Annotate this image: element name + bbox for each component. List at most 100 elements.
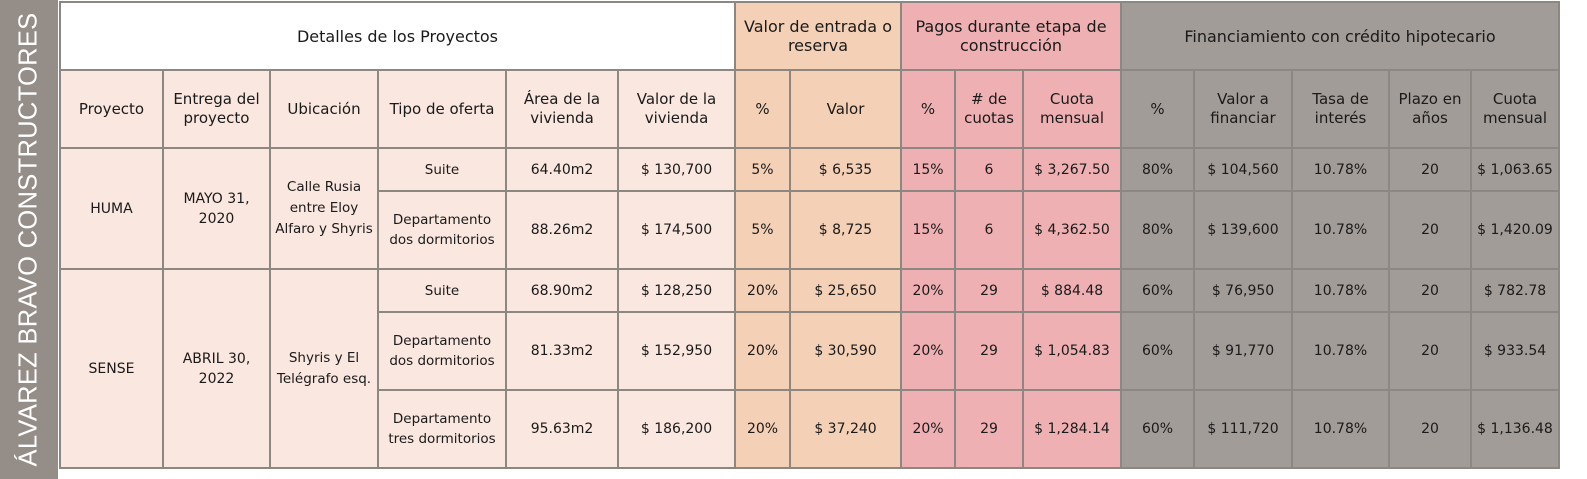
project-delivery: ABRIL 30, 2022 xyxy=(162,268,271,469)
financing-value: $ 104,560 xyxy=(1193,147,1293,192)
unit-area: 88.26m2 xyxy=(505,190,619,270)
financing-value: $ 76,950 xyxy=(1193,268,1293,313)
col-header-valor-vivienda: Valor de la vivienda xyxy=(617,69,736,149)
entry-pct: 5% xyxy=(734,147,791,192)
offer-type: Departamento tres dormitorios xyxy=(377,389,507,469)
entry-pct: 20% xyxy=(734,268,791,313)
unit-area: 68.90m2 xyxy=(505,268,619,313)
financing-monthly: $ 933.54 xyxy=(1470,311,1560,391)
unit-area: 95.63m2 xyxy=(505,389,619,469)
financing-rate: 10.78% xyxy=(1291,147,1390,192)
payment-count: 29 xyxy=(954,268,1024,313)
col-header-pay-cuotas: # de cuotas xyxy=(954,69,1024,149)
entry-value: $ 8,725 xyxy=(789,190,902,270)
financing-rate: 10.78% xyxy=(1291,389,1390,469)
financing-value: $ 111,720 xyxy=(1193,389,1293,469)
entry-value: $ 25,650 xyxy=(789,268,902,313)
payment-pct: 20% xyxy=(900,389,956,469)
table-row: HUMA MAYO 31, 2020 Calle Rusia entre Elo… xyxy=(59,147,1560,270)
financing-value: $ 139,600 xyxy=(1193,190,1293,270)
group-header-payments: Pagos durante etapa de construcción xyxy=(900,1,1122,71)
financing-term: 20 xyxy=(1388,147,1472,192)
payment-count: 29 xyxy=(954,311,1024,391)
projects-pricing-table: Detalles de los Proyectos Valor de entra… xyxy=(59,1,1560,469)
col-header-proyecto: Proyecto xyxy=(59,69,164,149)
financing-term: 20 xyxy=(1388,268,1472,313)
entry-value: $ 6,535 xyxy=(789,147,902,192)
entry-value: $ 30,590 xyxy=(789,311,902,391)
col-header-pay-pct: % xyxy=(900,69,956,149)
payment-pct: 15% xyxy=(900,190,956,270)
unit-value: $ 174,500 xyxy=(617,190,736,270)
offer-type: Suite xyxy=(377,268,507,313)
table-row: Departamento tres dormitorios 95.63m2 $ … xyxy=(60,389,1560,469)
table-row: Departamento dos dormitorios 88.26m2 $ 1… xyxy=(60,190,1560,270)
unit-value: $ 130,700 xyxy=(617,147,736,192)
financing-monthly: $ 1,136.48 xyxy=(1470,389,1560,469)
payment-monthly: $ 1,054.83 xyxy=(1022,311,1122,391)
unit-area: 81.33m2 xyxy=(505,311,619,391)
financing-term: 20 xyxy=(1388,311,1472,391)
financing-pct: 80% xyxy=(1120,147,1195,192)
entry-pct: 20% xyxy=(734,389,791,469)
financing-monthly: $ 782.78 xyxy=(1470,268,1560,313)
col-header-fin-cuota: Cuota mensual xyxy=(1470,69,1560,149)
financing-pct: 60% xyxy=(1120,389,1195,469)
entry-pct: 5% xyxy=(734,190,791,270)
payment-pct: 20% xyxy=(900,268,956,313)
payment-monthly: $ 3,267.50 xyxy=(1022,147,1122,192)
offer-type: Suite xyxy=(377,147,507,192)
project-name: HUMA xyxy=(59,147,164,270)
col-header-tipo: Tipo de oferta xyxy=(377,69,507,149)
financing-term: 20 xyxy=(1388,389,1472,469)
financing-monthly: $ 1,420.09 xyxy=(1470,190,1560,270)
unit-area: 64.40m2 xyxy=(505,147,619,192)
payment-count: 29 xyxy=(954,389,1024,469)
financing-pct: 80% xyxy=(1120,190,1195,270)
group-header-details: Detalles de los Proyectos xyxy=(59,1,736,71)
project-location: Calle Rusia entre Eloy Alfaro y Shyris xyxy=(269,147,379,270)
financing-monthly: $ 1,063.65 xyxy=(1470,147,1560,192)
payment-monthly: $ 4,362.50 xyxy=(1022,190,1122,270)
financing-rate: 10.78% xyxy=(1291,268,1390,313)
col-header-entry-pct: % xyxy=(734,69,791,149)
financing-rate: 10.78% xyxy=(1291,190,1390,270)
financing-pct: 60% xyxy=(1120,268,1195,313)
financing-rate: 10.78% xyxy=(1291,311,1390,391)
col-header-fin-pct: % xyxy=(1120,69,1195,149)
payment-pct: 15% xyxy=(900,147,956,192)
col-header-fin-valor: Valor a financiar xyxy=(1193,69,1293,149)
col-header-area: Área de la vivienda xyxy=(505,69,619,149)
col-header-ubicacion: Ubicación xyxy=(269,69,379,149)
col-header-pay-cuota: Cuota mensual xyxy=(1022,69,1122,149)
financing-term: 20 xyxy=(1388,190,1472,270)
payment-count: 6 xyxy=(954,190,1024,270)
payment-count: 6 xyxy=(954,147,1024,192)
entry-value: $ 37,240 xyxy=(789,389,902,469)
col-header-fin-plazo: Plazo en años xyxy=(1388,69,1472,149)
entry-pct: 20% xyxy=(734,311,791,391)
payment-monthly: $ 1,284.14 xyxy=(1022,389,1122,469)
group-header-entry: Valor de entrada o reserva xyxy=(734,1,902,71)
payment-pct: 20% xyxy=(900,311,956,391)
offer-type: Departamento dos dormitorios xyxy=(377,311,507,391)
unit-value: $ 152,950 xyxy=(617,311,736,391)
unit-value: $ 186,200 xyxy=(617,389,736,469)
company-side-banner: ÁLVAREZ BRAVO CONSTRUCTORES xyxy=(0,0,58,479)
company-name: ÁLVAREZ BRAVO CONSTRUCTORES xyxy=(14,12,43,467)
financing-value: $ 91,770 xyxy=(1193,311,1293,391)
col-header-entry-valor: Valor xyxy=(789,69,902,149)
table-row: Departamento dos dormitorios 81.33m2 $ 1… xyxy=(60,311,1560,391)
group-header-financing: Financiamiento con crédito hipotecario xyxy=(1120,1,1560,71)
project-location: Shyris y El Telégrafo esq. xyxy=(269,268,379,469)
project-name: SENSE xyxy=(59,268,164,469)
col-header-fin-tasa: Tasa de interés xyxy=(1291,69,1390,149)
table-row: SENSE ABRIL 30, 2022 Shyris y El Telégra… xyxy=(59,268,1560,469)
col-header-entrega: Entrega del proyecto xyxy=(162,69,271,149)
project-delivery: MAYO 31, 2020 xyxy=(162,147,271,270)
financing-pct: 60% xyxy=(1120,311,1195,391)
offer-type: Departamento dos dormitorios xyxy=(377,190,507,270)
unit-value: $ 128,250 xyxy=(617,268,736,313)
payment-monthly: $ 884.48 xyxy=(1022,268,1122,313)
